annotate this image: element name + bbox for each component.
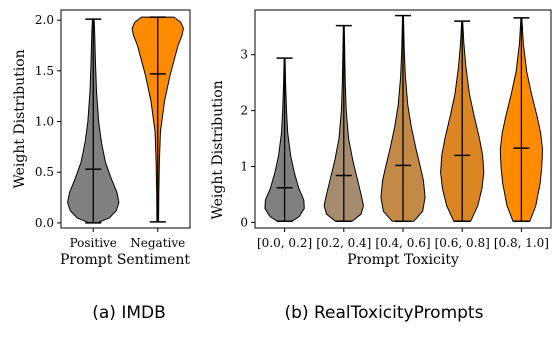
x-tick-label: [0.6, 0.8] [435,236,490,250]
y-tick-label: 1.5 [35,64,54,78]
y-axis-label-realtoxicityprompts: Weight Distribution [210,80,226,219]
chart-realtoxicityprompts: 0 1 2 3 [0.0, 0.2] [0.2, 0.4] [0.4, 0.6] [0.6,… [210,9,552,323]
y-tick-label: 3 [240,48,248,62]
y-axis-ticks-imdb: 0.0 0.5 1.0 1.5 2.0 [35,13,61,230]
x-tick-label: [0.4, 0.6] [375,236,430,250]
y-axis-ticks-realtoxicityprompts: 0 1 2 3 [240,48,255,229]
x-axis-ticks-realtoxicityprompts: [0.0, 0.2] [0.2, 0.4] [0.4, 0.6] [0.6, 0.8]… [257,228,549,250]
y-tick-label: 1.0 [35,115,54,129]
x-tick-label: [0.0, 0.2] [257,236,312,250]
x-axis-label-realtoxicityprompts: Prompt Toxicity [347,252,459,268]
x-tick-label: [0.8, 1.0] [494,236,549,250]
y-tick-label: 0.5 [35,165,54,179]
violins-realtoxicityprompts [264,14,544,223]
x-tick-label: Positive [70,236,117,250]
y-tick-label: 2 [240,104,248,118]
y-tick-label: 0 [240,215,248,229]
x-axis-ticks-imdb: Positive Negative [70,228,185,250]
chart-imdb: 0.0 0.5 1.0 1.5 2.0 Positive Negative Weight … [12,9,191,323]
x-tick-label: Negative [130,236,185,250]
plot-area-imdb [60,9,191,229]
caption-realtoxicityprompts: (b) RealToxicityPrompts [285,303,484,323]
y-tick-label: 0.0 [35,216,54,230]
y-tick-label: 2.0 [35,13,54,27]
y-axis-label-imdb: Weight Distribution [12,49,28,188]
x-axis-label-imdb: Prompt Sentiment [60,252,190,268]
x-tick-label: [0.2, 0.4] [316,236,371,250]
caption-imdb: (a) IMDB [92,303,166,323]
y-tick-label: 1 [240,160,248,174]
violins-imdb [67,16,184,224]
